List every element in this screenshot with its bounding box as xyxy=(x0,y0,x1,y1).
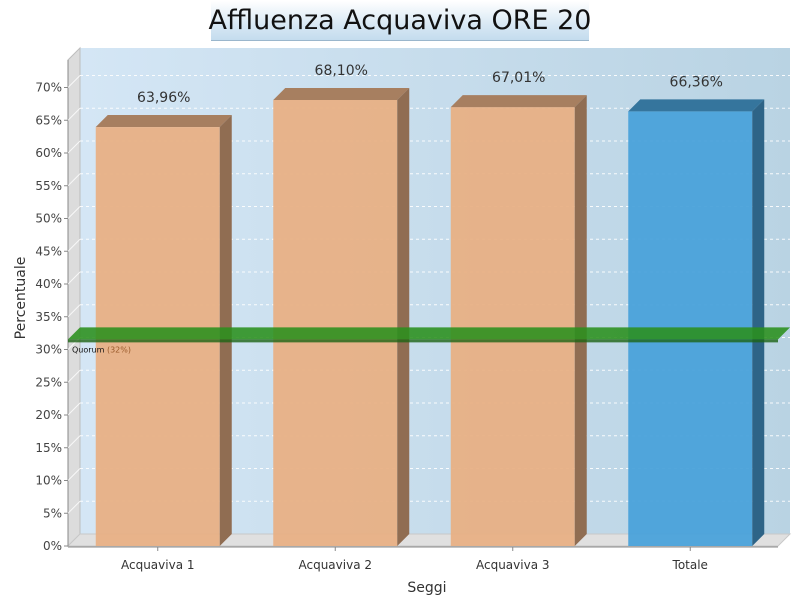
x-tick-label: Acquaviva 3 xyxy=(476,558,550,572)
bars xyxy=(95,87,765,546)
bar-3 xyxy=(450,95,587,546)
y-axis-title: Percentuale xyxy=(13,257,29,340)
y-tick-label: 65% xyxy=(35,113,62,127)
gridline-side xyxy=(67,500,81,514)
bar-2 xyxy=(273,87,410,546)
gridline-side xyxy=(67,271,81,285)
gridline-side xyxy=(67,173,81,187)
gridline-side xyxy=(67,107,81,121)
bar-side xyxy=(752,99,765,546)
gridline-side xyxy=(67,140,81,154)
gridline-side xyxy=(67,75,81,88)
y-tick-label: 50% xyxy=(35,212,62,226)
bar-side xyxy=(574,95,587,546)
quorum-line xyxy=(68,327,790,340)
quorum-line-group xyxy=(68,327,790,343)
chart-title: Affluenza Acquaviva ORE 20 xyxy=(208,5,592,36)
chart-title-box: Affluenza Acquaviva ORE 20 xyxy=(208,1,592,41)
data-label: 67,01% xyxy=(492,70,545,86)
y-tick-label: 55% xyxy=(35,179,62,193)
bar-side xyxy=(397,87,410,546)
gridline-side xyxy=(67,369,81,383)
y-tick-label: 20% xyxy=(35,408,62,422)
quorum-line-edge xyxy=(68,339,778,343)
quorum-value: (32%) xyxy=(107,345,131,354)
y-tick-label: 30% xyxy=(35,343,62,357)
bar-top xyxy=(450,95,587,108)
labels: 0% 5% 10% 15% 20% 25% 30% 35% 40% 45% 50% 55% 60% 65%… xyxy=(13,63,723,596)
y-tick-label: 70% xyxy=(35,81,62,95)
quorum-label: Quorum (32%) xyxy=(72,345,131,354)
x-tick-label: Totale xyxy=(672,558,708,572)
y-tick-label: 5% xyxy=(43,506,62,520)
data-label: 68,10% xyxy=(315,63,368,79)
bar-front xyxy=(450,107,575,546)
y-tick-label: 10% xyxy=(35,474,62,488)
gridline-side xyxy=(67,206,81,219)
y-tick-label: 60% xyxy=(35,146,62,160)
gridline-side xyxy=(67,304,81,318)
bar-top xyxy=(628,99,765,112)
x-tick-label: Acquaviva 1 xyxy=(121,558,195,572)
x-tick-label: Acquaviva 2 xyxy=(298,558,372,572)
plot-left-wall xyxy=(67,46,81,548)
y-tick-label: 0% xyxy=(43,539,62,553)
bar-top xyxy=(95,115,232,128)
y-tick-label: 25% xyxy=(35,375,62,389)
bar-4 xyxy=(628,99,765,546)
y-tick-label: 35% xyxy=(35,310,62,324)
gridline-side xyxy=(67,468,81,481)
gridline-side xyxy=(67,402,81,416)
y-tick-label: 15% xyxy=(35,441,62,455)
gridline-side xyxy=(67,435,81,449)
y-tick-label: 45% xyxy=(35,244,62,258)
y-tick-label: 40% xyxy=(35,277,62,291)
data-label: 66,36% xyxy=(670,74,723,90)
data-label: 63,96% xyxy=(137,90,190,106)
bar-top xyxy=(273,87,410,100)
bar-front xyxy=(273,99,398,546)
x-axis-title: Seggi xyxy=(407,580,446,596)
gridline-side xyxy=(67,238,81,252)
